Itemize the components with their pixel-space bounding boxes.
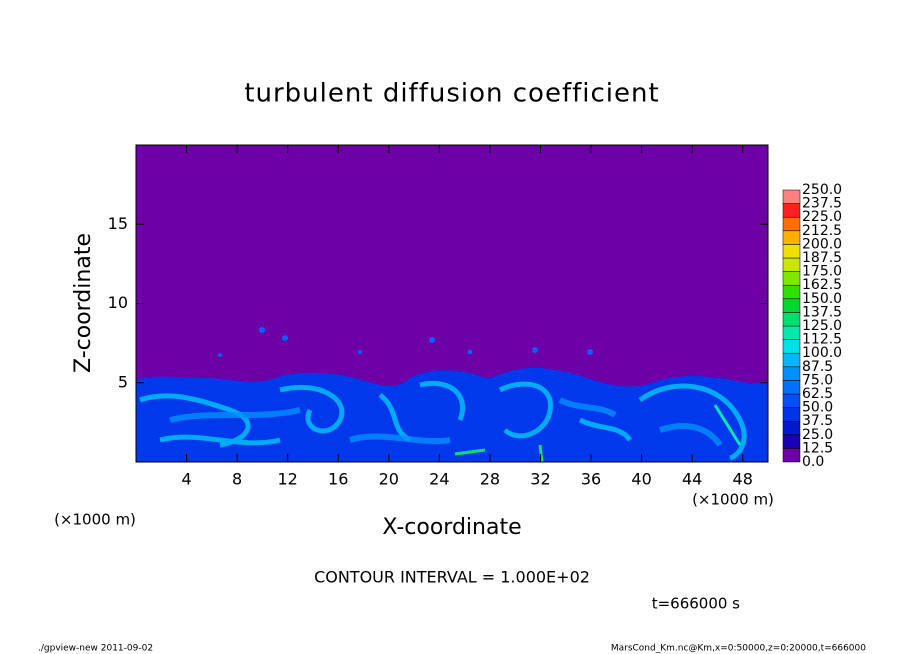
x-tick-label: 36: [581, 470, 601, 489]
y-tick-label: 5: [118, 372, 128, 391]
colorbar-label: 0.0: [802, 454, 824, 470]
x-tick-label: 8: [232, 470, 242, 489]
colorbar-bin: [782, 407, 801, 422]
colorbar-bin: [782, 325, 801, 340]
y-tick-label: 10: [108, 293, 128, 312]
colorbar-bin: [782, 230, 801, 245]
y-axis-label: Z-coordinate: [71, 233, 96, 373]
colorbar-bin: [782, 366, 801, 381]
colorbar-label: 187.5: [802, 250, 842, 266]
colorbar-bin: [782, 339, 801, 354]
colorbar-bin: [782, 448, 801, 463]
colorbar-label: 75.0: [802, 372, 833, 388]
footer-left: ./gpview-new 2011-09-02: [38, 644, 153, 654]
colorbar-bin: [782, 420, 801, 436]
colorbar-label: 225.0: [802, 209, 842, 225]
colorbar-bin: [782, 257, 801, 272]
colorbar-label: 112.5: [802, 332, 842, 348]
colorbar-label: 100.0: [802, 345, 842, 361]
x-tick-label: 16: [328, 470, 348, 489]
y-tick-label: 15: [108, 214, 128, 233]
colorbar-label: 12.5: [802, 440, 833, 456]
colorbar-label: 162.5: [802, 277, 842, 293]
colorbar-label: 175.0: [802, 264, 842, 280]
y-unit: (×1000 m): [54, 511, 136, 529]
colorbar-label: 200.0: [802, 236, 842, 252]
colorbar-bin: [782, 434, 801, 449]
colorbar-label: 62.5: [802, 386, 833, 402]
colorbar-bin: [782, 216, 801, 232]
colorbar-bin: [782, 244, 801, 259]
colorbar-bin: [782, 380, 801, 395]
colorbar-bin: [782, 271, 801, 286]
x-tick-label: 24: [429, 470, 449, 489]
colorbar-label: 125.0: [802, 318, 842, 334]
x-tick-label: 4: [181, 470, 191, 489]
chart-title: turbulent diffusion coefficient: [244, 79, 659, 109]
x-axis-label: X-coordinate: [382, 515, 521, 540]
colorbar-bin: [782, 312, 801, 327]
contour-field: [135, 144, 769, 463]
colorbar-label: 150.0: [802, 291, 842, 307]
colorbar-label: 87.5: [802, 359, 833, 375]
colorbar-bin: [782, 284, 801, 300]
x-tick-label: 44: [682, 470, 702, 489]
x-tick-label: 20: [379, 470, 399, 489]
colorbar-label: 137.5: [802, 304, 842, 320]
contour-interval: CONTOUR INTERVAL = 1.000E+02: [314, 568, 590, 587]
x-tick-label: 28: [480, 470, 500, 489]
colorbar-bin: [782, 352, 801, 368]
colorbar-label: 212.5: [802, 223, 842, 239]
colorbar-bin: [782, 203, 801, 218]
colorbar-bin: [782, 298, 801, 313]
x-tick-label: 40: [631, 470, 651, 489]
colorbar-label: 237.5: [802, 196, 842, 212]
colorbar-bin: [782, 393, 801, 408]
footer-right: MarsCond_Km.nc@Km,x=0:50000,z=0:20000,t=…: [611, 644, 866, 654]
colorbar-label: 250.0: [802, 182, 842, 198]
colorbar-label: 50.0: [802, 400, 833, 416]
colorbar-label: 25.0: [802, 427, 833, 443]
colorbar-label: 37.5: [802, 413, 833, 429]
time-label: t=666000 s: [652, 595, 740, 613]
x-unit: (×1000 m): [692, 491, 774, 509]
x-tick-label: 12: [278, 470, 298, 489]
x-tick-label: 48: [733, 470, 753, 489]
colorbar-bin: [782, 189, 801, 204]
x-tick-label: 32: [530, 470, 550, 489]
